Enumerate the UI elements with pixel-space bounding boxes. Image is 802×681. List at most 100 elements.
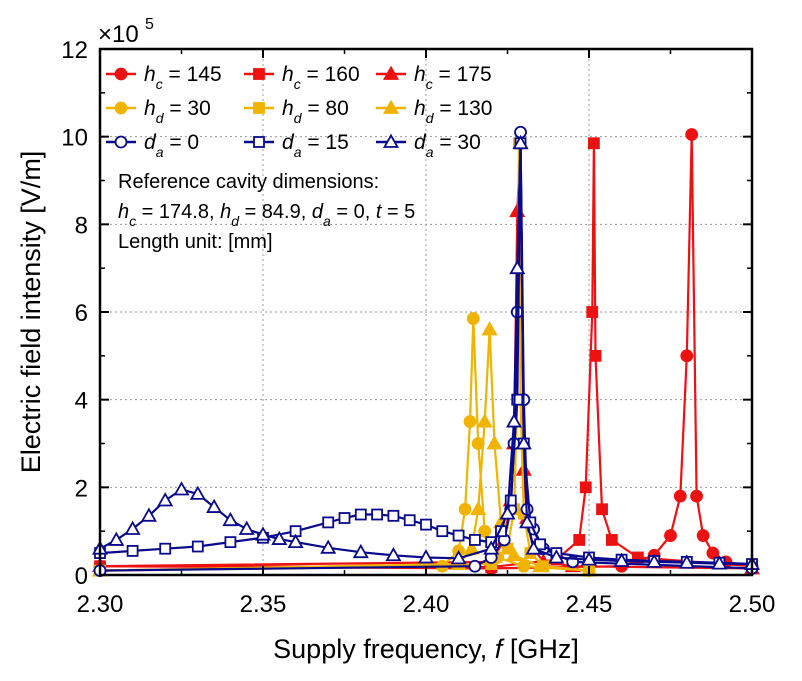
series-point bbox=[463, 415, 477, 428]
y-tick-label: 8 bbox=[75, 212, 88, 239]
series-point bbox=[596, 503, 608, 516]
legend-label: da = 30 bbox=[414, 131, 481, 160]
anno-t-label: t bbox=[376, 201, 383, 223]
series-point bbox=[664, 529, 677, 542]
series-point bbox=[189, 485, 206, 500]
legend-item: hc = 175 bbox=[376, 63, 492, 92]
series-point bbox=[478, 524, 492, 538]
x-tick-label: 2.30 bbox=[77, 591, 124, 618]
series-point bbox=[224, 536, 237, 549]
series-point bbox=[573, 534, 586, 546]
series-point bbox=[589, 349, 602, 362]
anno-da-label: d bbox=[312, 201, 324, 223]
anno-da-sub: a bbox=[323, 213, 331, 229]
series-8 bbox=[91, 134, 761, 570]
legend-label: hd = 80 bbox=[282, 97, 349, 126]
series-point bbox=[371, 508, 384, 521]
series-point bbox=[436, 525, 449, 538]
series-point bbox=[481, 321, 498, 336]
series-point bbox=[579, 481, 592, 494]
series-layer bbox=[91, 125, 761, 578]
series-point bbox=[126, 544, 139, 557]
legend-sub: a bbox=[294, 144, 302, 160]
series-point bbox=[476, 413, 493, 428]
legend-label: hc = 160 bbox=[282, 63, 360, 92]
legend-var: h bbox=[144, 63, 156, 86]
series-point bbox=[403, 514, 416, 527]
y-tick-label: 2 bbox=[75, 475, 88, 502]
series-point bbox=[499, 505, 516, 520]
series-point bbox=[711, 555, 728, 570]
series-point bbox=[685, 128, 699, 141]
legend-label: da = 15 bbox=[282, 131, 349, 160]
series-point bbox=[468, 559, 482, 573]
series-point bbox=[458, 502, 472, 516]
series-point bbox=[159, 542, 172, 555]
legend-var: h bbox=[414, 63, 426, 86]
legend-value: = 130 bbox=[433, 97, 492, 120]
y-tick-label: 12 bbox=[61, 37, 88, 64]
series-point bbox=[706, 546, 720, 560]
grid bbox=[100, 49, 752, 575]
series-point bbox=[470, 500, 487, 516]
legend-marker bbox=[382, 65, 400, 80]
x-tick-label: 2.50 bbox=[729, 591, 776, 618]
series-point bbox=[466, 312, 480, 325]
legend-value: = 30 bbox=[433, 131, 480, 154]
series-point bbox=[206, 498, 223, 513]
series-point bbox=[587, 137, 600, 150]
series-point bbox=[354, 508, 367, 521]
anno-hd-val: = 84.9, bbox=[239, 201, 312, 223]
series-point bbox=[512, 134, 529, 150]
legend-value: = 0 bbox=[163, 131, 199, 154]
y-tick-label: 10 bbox=[61, 125, 88, 152]
legend-sub: d bbox=[294, 110, 303, 126]
legend-marker bbox=[114, 135, 128, 149]
series-point bbox=[586, 306, 599, 318]
anno-hc-sub: c bbox=[129, 213, 136, 229]
series-point bbox=[238, 520, 255, 535]
legend-label: hd = 30 bbox=[144, 97, 211, 126]
series-point bbox=[505, 413, 523, 428]
legend-marker bbox=[382, 99, 400, 114]
legend-value: = 15 bbox=[301, 131, 348, 154]
series-point bbox=[222, 511, 239, 527]
series-point bbox=[338, 512, 351, 524]
x-axis-title-unit: [GHz] bbox=[502, 634, 579, 664]
annotation-line-2: hc = 174.8, hd = 84.9, da = 0, t = 5 bbox=[118, 201, 415, 229]
series-point bbox=[483, 540, 500, 555]
series-point bbox=[613, 552, 630, 567]
series-point bbox=[468, 534, 481, 546]
series-point bbox=[387, 509, 400, 522]
legend-label: da = 0 bbox=[144, 131, 199, 160]
legend-sub: d bbox=[156, 110, 165, 126]
legend-item: hc = 145 bbox=[106, 63, 222, 92]
series-point bbox=[548, 549, 565, 564]
anno-hd-sub: d bbox=[231, 213, 240, 229]
legend-sub: c bbox=[294, 76, 301, 92]
series-point bbox=[254, 526, 272, 541]
series-point bbox=[504, 494, 517, 507]
series-point bbox=[352, 543, 369, 559]
series-point bbox=[678, 554, 695, 569]
legend-sub: c bbox=[426, 76, 433, 92]
series-point bbox=[108, 531, 125, 546]
legend-marker bbox=[253, 68, 265, 80]
legend-var: d bbox=[282, 131, 295, 154]
legend-sub: a bbox=[156, 144, 164, 160]
series-point bbox=[140, 507, 157, 522]
anno-t-val: = 5 bbox=[381, 201, 415, 223]
series-point bbox=[696, 529, 710, 542]
series-point bbox=[515, 435, 532, 450]
legend-sub: a bbox=[426, 144, 434, 160]
legend-sub: d bbox=[426, 110, 435, 126]
series-point bbox=[680, 349, 694, 363]
legend-var: d bbox=[414, 131, 427, 154]
legend-item: hc = 160 bbox=[244, 63, 360, 92]
anno-hc-label: h bbox=[118, 201, 129, 223]
y-tick-label: 6 bbox=[75, 300, 88, 327]
multiplier: ×10 5 bbox=[98, 16, 154, 48]
legend-marker bbox=[114, 101, 128, 115]
